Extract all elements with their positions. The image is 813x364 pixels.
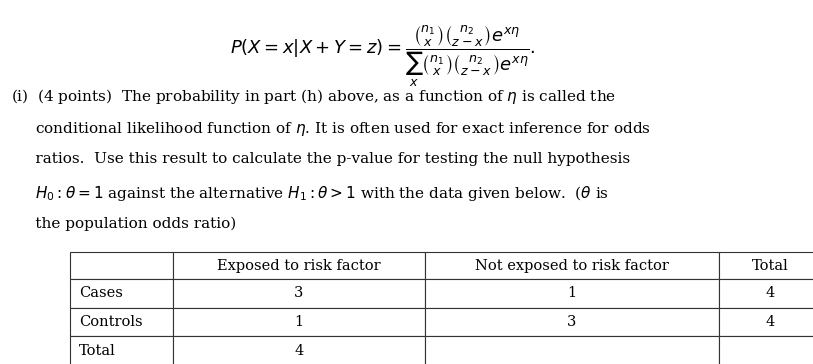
Text: 3: 3 [294, 286, 303, 300]
Text: 4: 4 [766, 315, 775, 329]
Bar [70, 308, 173, 336]
Bar [70, 253, 173, 279]
Bar [173, 336, 425, 364]
Text: 4: 4 [294, 344, 303, 358]
Bar [425, 253, 719, 279]
Text: Cases: Cases [79, 286, 123, 300]
Bar [719, 336, 813, 364]
Text: Total: Total [752, 258, 789, 273]
Text: Total: Total [79, 344, 116, 358]
Bar [719, 279, 813, 308]
Bar [70, 279, 173, 308]
Text: $H_0 : \theta = 1$ against the alternative $H_1 : \theta > 1$ with the data give: $H_0 : \theta = 1$ against the alternati… [11, 184, 608, 203]
Text: $P(X = x|X + Y = z) = \dfrac{\binom{n_1}{x}\binom{n_2}{z-x}e^{x\eta}}{\sum_x \bi: $P(X = x|X + Y = z) = \dfrac{\binom{n_1}… [230, 24, 536, 89]
Bar [70, 336, 173, 364]
Bar [425, 279, 719, 308]
Bar [425, 336, 719, 364]
Text: conditional likelihood function of $\eta$. It is often used for exact inference : conditional likelihood function of $\eta… [11, 120, 650, 138]
Bar [719, 253, 813, 279]
Text: (i)  (4 points)  The probability in part (h) above, as a function of $\eta$ is c: (i) (4 points) The probability in part (… [11, 87, 615, 106]
Bar [173, 308, 425, 336]
Text: 4: 4 [766, 286, 775, 300]
Bar [425, 308, 719, 336]
Text: Exposed to risk factor: Exposed to risk factor [217, 258, 380, 273]
Text: ratios.  Use this result to calculate the p-value for testing the null hypothesi: ratios. Use this result to calculate the… [11, 152, 630, 166]
Bar [173, 253, 425, 279]
Text: Controls: Controls [79, 315, 143, 329]
Text: 1: 1 [294, 315, 303, 329]
Text: Not exposed to risk factor: Not exposed to risk factor [475, 258, 668, 273]
Text: 3: 3 [567, 315, 576, 329]
Text: 1: 1 [567, 286, 576, 300]
Bar [173, 279, 425, 308]
Text: the population odds ratio): the population odds ratio) [11, 217, 236, 231]
Bar [719, 308, 813, 336]
